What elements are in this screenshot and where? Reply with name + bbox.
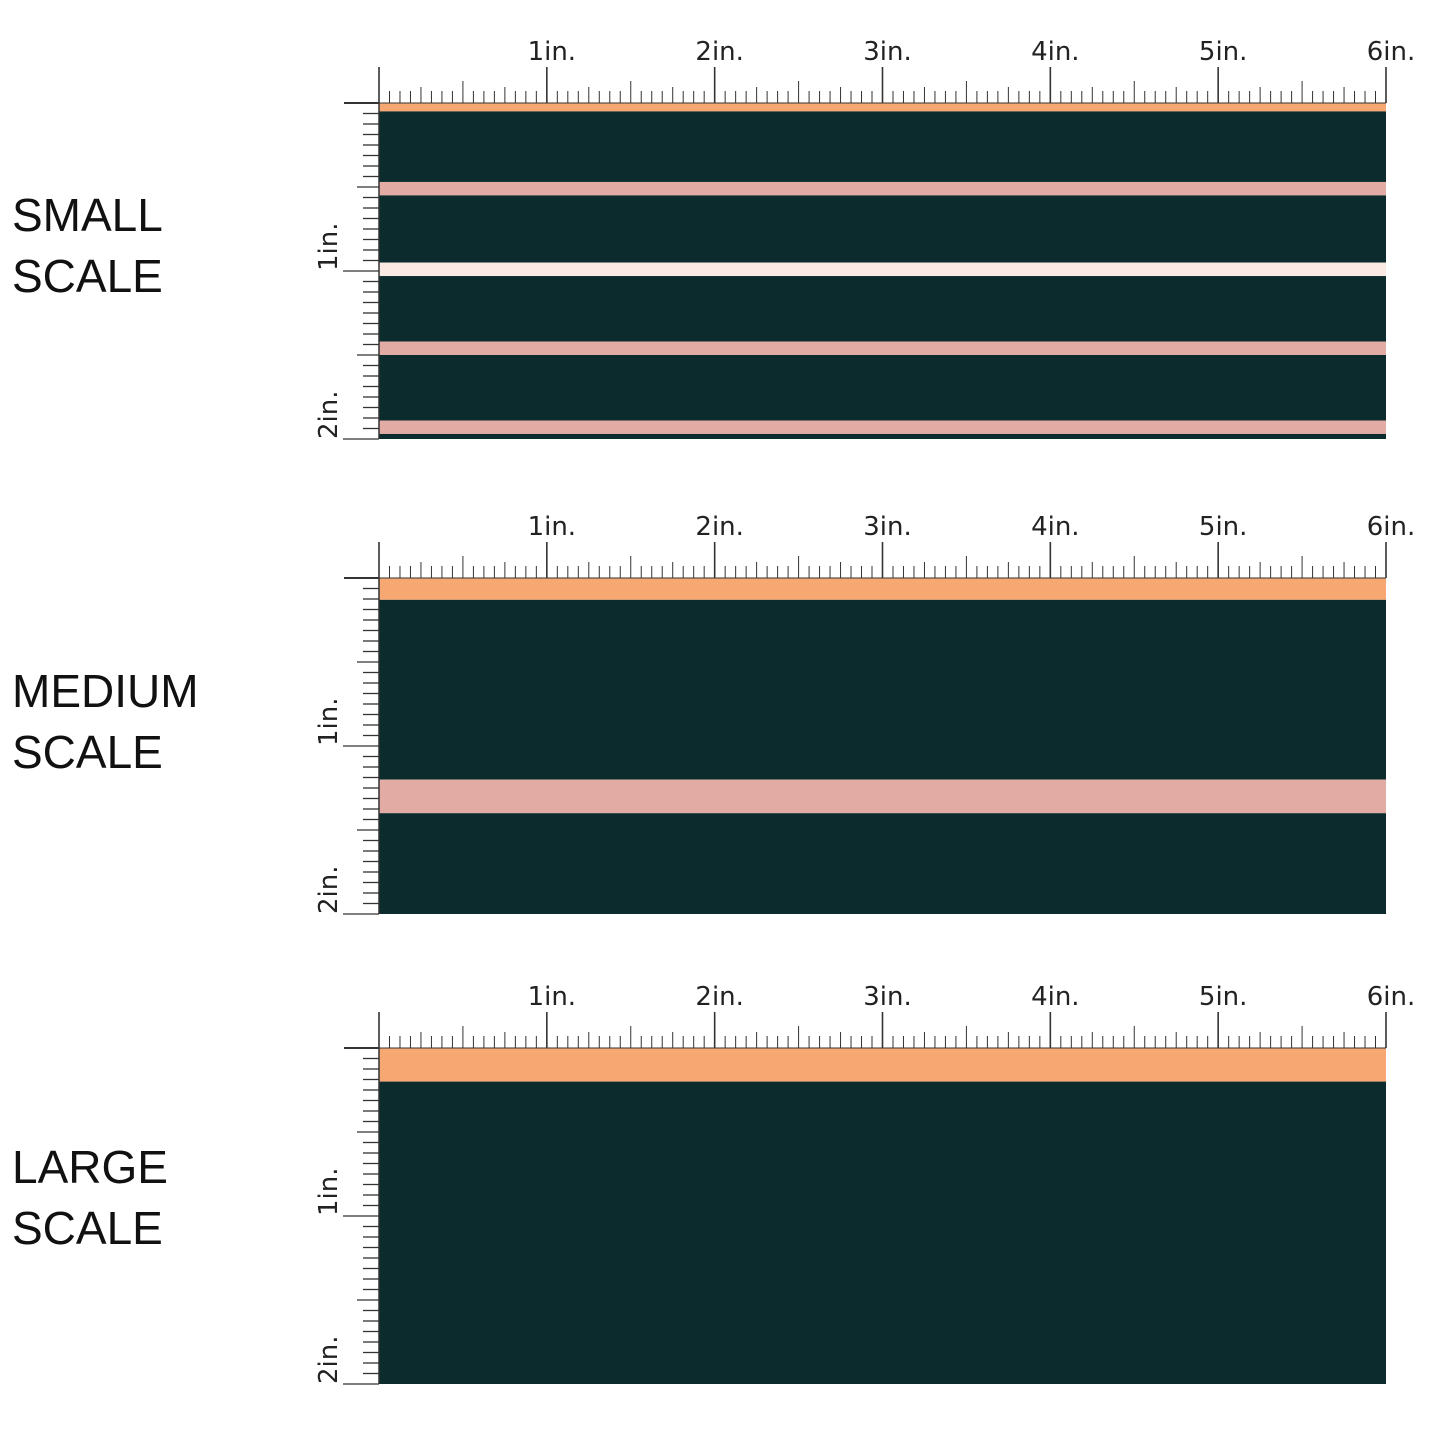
stripe-navy [379,111,1386,182]
ruler-inch-label: 2in. [695,37,744,67]
ruler-inch-label: 3in. [863,512,912,542]
horizontal-ruler: 1in. 2in. 3in. 4in. 5in. 6in. [378,982,1416,1049]
medium-scale-label: MEDIUM SCALE [12,661,199,783]
large-scale-label: LARGE SCALE [12,1137,168,1259]
ruler-inch-label: 1in. [314,697,344,746]
ruler-inch-label: 1in. [528,37,577,67]
scale-label-line1: LARGE [12,1141,168,1193]
stripe-pink [379,341,1386,355]
vertical-ruler: 1in. 2in. [314,102,380,440]
vertical-ruler: 1in. 2in. [314,1047,380,1385]
ruler-inch-label: 6in. [1367,982,1416,1012]
stripe-pink [379,779,1386,814]
ruler-inch-label: 2in. [314,1335,344,1384]
ruler-inch-label: 4in. [1031,982,1080,1012]
stripe-navy [379,276,1386,342]
small-scale-label: SMALL SCALE [12,185,163,307]
stripe-navy [379,813,1386,914]
ruler-inch-label: 3in. [863,37,912,67]
stripe-navy [379,355,1386,421]
ruler-inch-label: 1in. [314,1167,344,1216]
ruler-inch-label: 1in. [528,982,577,1012]
ruler-inch-label: 5in. [1199,982,1248,1012]
scale-label-line2: SCALE [12,250,163,302]
stripe-navy [379,1081,1386,1384]
small-scale-panel: SMALL SCALE 1in. 2in. 3in. 4in. 5in. 6in. 1in.… [0,0,1445,470]
stripe-orange [379,1048,1386,1082]
stripe-navy [379,433,1386,439]
horizontal-ruler: 1in. 2in. 3in. 4in. 5in. 6in. [378,512,1416,579]
ruler-inch-label: 6in. [1367,37,1416,67]
ruler-inch-label: 1in. [528,512,577,542]
ruler-inch-label: 4in. [1031,512,1080,542]
stripe-navy [379,599,1386,780]
ruler-inch-label: 5in. [1199,37,1248,67]
ruler-inch-label: 6in. [1367,512,1416,542]
vertical-ruler: 1in. 2in. [314,577,380,915]
small-scale-swatch: 1in. 2in. 3in. 4in. 5in. 6in. 1in. 2in. [314,37,1416,440]
stripe-navy [379,195,1386,263]
ruler-inch-label: 2in. [314,390,344,439]
medium-scale-swatch: 1in. 2in. 3in. 4in. 5in. 6in. 1in. 2in. [314,512,1416,915]
scale-label-line1: MEDIUM [12,665,199,717]
ruler-inch-label: 4in. [1031,37,1080,67]
stripe-pink [379,181,1386,196]
ruler-inch-label: 2in. [314,865,344,914]
ruler-inch-label: 2in. [695,512,744,542]
scale-label-line1: SMALL [12,189,163,241]
stripe-pink [379,420,1386,434]
ruler-inch-label: 1in. [314,222,344,271]
medium-scale-panel: MEDIUM SCALE 1in. 2in. 3in. 4in. 5in. 6in. 1in… [12,512,1416,915]
scale-label-line2: SCALE [12,726,163,778]
stripe-orange [379,103,1386,112]
horizontal-ruler: 1in. 2in. 3in. 4in. 5in. 6in. [378,37,1416,104]
ruler-inch-label: 3in. [863,982,912,1012]
ruler-inch-label: 2in. [695,982,744,1012]
scale-label-line2: SCALE [12,1202,163,1254]
stripe-orange [379,578,1386,600]
ruler-inch-label: 5in. [1199,512,1248,542]
stripe-cream [379,262,1386,277]
